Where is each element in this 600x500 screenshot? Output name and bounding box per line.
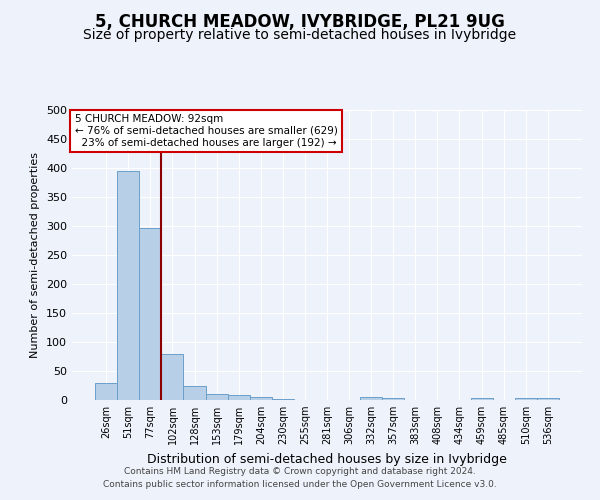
Bar bbox=[117, 171, 139, 400]
Text: Size of property relative to semi-detached houses in Ivybridge: Size of property relative to semi-detach… bbox=[83, 28, 517, 42]
Bar bbox=[382, 398, 404, 400]
Bar bbox=[139, 228, 161, 400]
Bar bbox=[184, 386, 206, 400]
Text: Contains public sector information licensed under the Open Government Licence v3: Contains public sector information licen… bbox=[103, 480, 497, 489]
Text: 5 CHURCH MEADOW: 92sqm
← 76% of semi-detached houses are smaller (629)
  23% of : 5 CHURCH MEADOW: 92sqm ← 76% of semi-det… bbox=[74, 114, 337, 148]
Bar bbox=[161, 354, 184, 400]
Y-axis label: Number of semi-detached properties: Number of semi-detached properties bbox=[31, 152, 40, 358]
Bar bbox=[250, 397, 272, 400]
Text: Contains HM Land Registry data © Crown copyright and database right 2024.: Contains HM Land Registry data © Crown c… bbox=[124, 467, 476, 476]
Bar bbox=[227, 396, 250, 400]
Bar bbox=[360, 396, 382, 400]
Bar bbox=[470, 398, 493, 400]
Text: 5, CHURCH MEADOW, IVYBRIDGE, PL21 9UG: 5, CHURCH MEADOW, IVYBRIDGE, PL21 9UG bbox=[95, 12, 505, 30]
X-axis label: Distribution of semi-detached houses by size in Ivybridge: Distribution of semi-detached houses by … bbox=[147, 452, 507, 466]
Bar bbox=[206, 394, 227, 400]
Bar bbox=[95, 383, 117, 400]
Bar bbox=[272, 399, 294, 400]
Bar bbox=[537, 398, 559, 400]
Bar bbox=[515, 398, 537, 400]
